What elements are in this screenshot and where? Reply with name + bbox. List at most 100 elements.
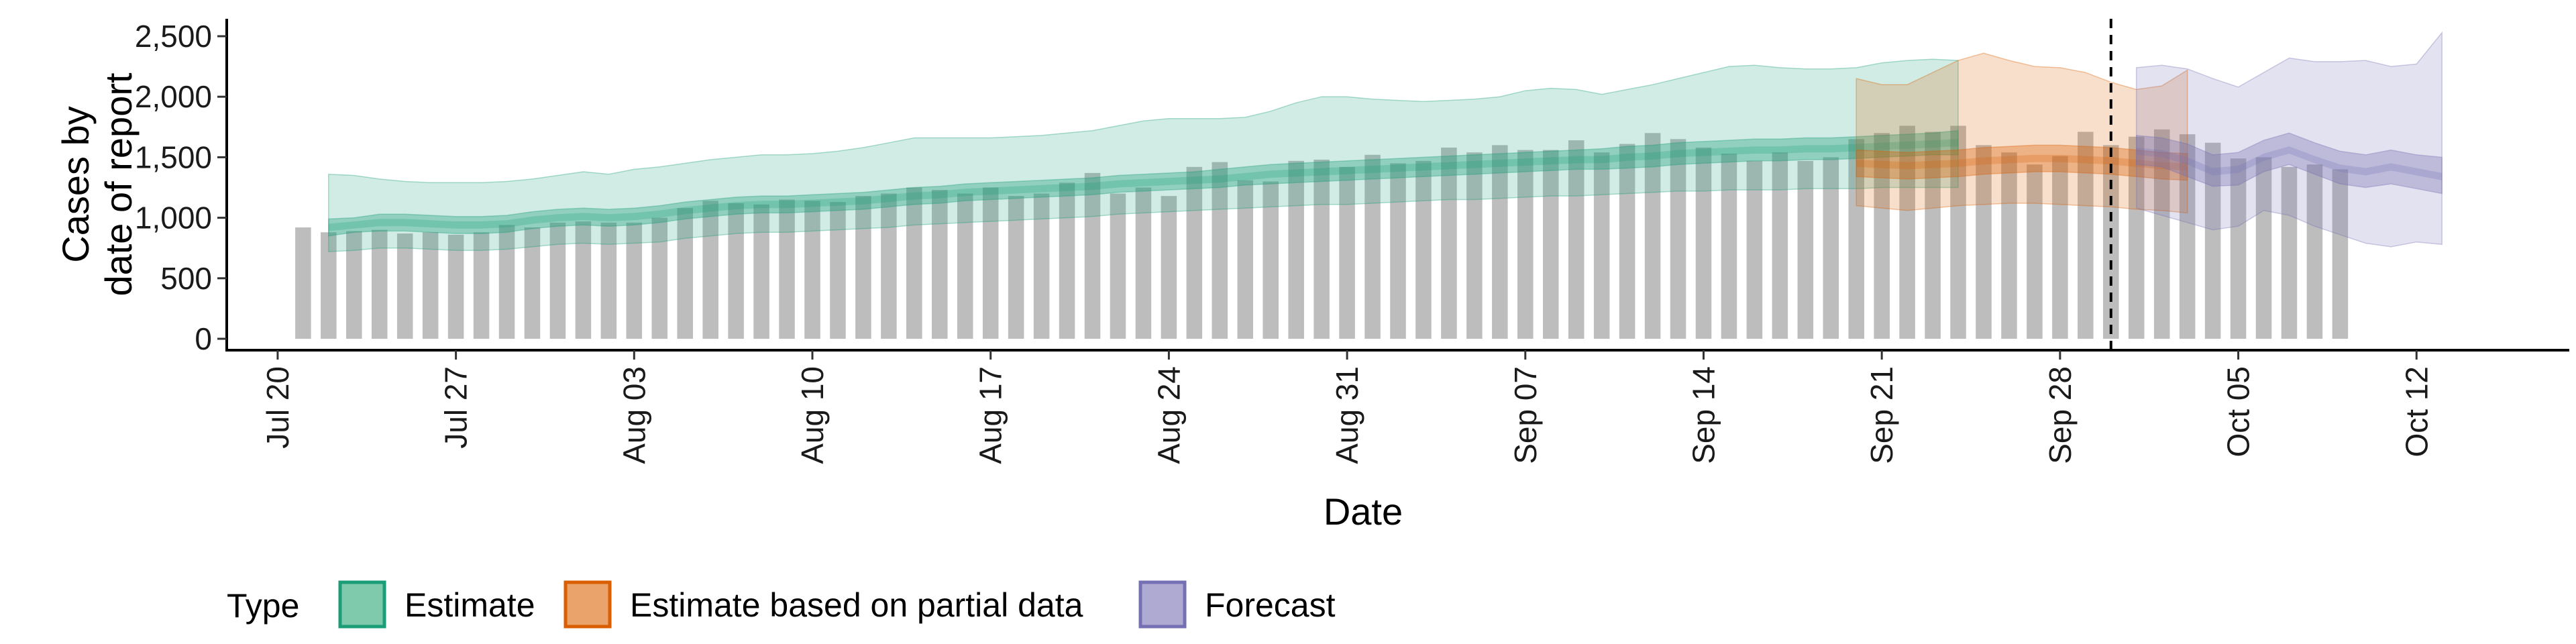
reported-cases-bar bbox=[1364, 154, 1381, 339]
reported-cases-bar bbox=[728, 203, 744, 339]
y-tick-label: 1,500 bbox=[135, 140, 212, 174]
reported-cases-bar bbox=[2027, 164, 2043, 339]
x-tick-label: Aug 10 bbox=[795, 366, 830, 464]
reported-cases-bar bbox=[2204, 142, 2221, 339]
reported-cases-bar bbox=[2281, 166, 2298, 339]
legend-label-3: Forecast bbox=[1205, 586, 1336, 624]
reported-cases-bar bbox=[982, 187, 999, 339]
reported-cases-bar bbox=[295, 227, 311, 339]
reported-cases-bar bbox=[422, 232, 439, 339]
reported-cases-bar bbox=[1950, 125, 1966, 339]
partial-estimate-ribbon-90 bbox=[1856, 52, 2188, 214]
reported-cases-bar bbox=[1874, 133, 1890, 339]
legend-title: Type bbox=[227, 587, 299, 625]
reported-cases-bar bbox=[1670, 139, 1686, 339]
reported-cases-bar bbox=[1848, 139, 1864, 339]
reported-cases-bar bbox=[779, 199, 795, 339]
y-tick-label: 0 bbox=[195, 321, 212, 356]
reported-cases-bar bbox=[855, 196, 871, 339]
reported-cases-bar bbox=[498, 225, 515, 339]
x-tick-label: Sep 21 bbox=[1864, 366, 1899, 464]
reported-cases-bar bbox=[1976, 145, 1992, 339]
reported-cases-bar bbox=[2001, 152, 2017, 339]
reported-cases-bar bbox=[1619, 144, 1635, 339]
x-tick-label: Oct 05 bbox=[2221, 366, 2256, 458]
reported-cases-bar bbox=[1644, 133, 1661, 339]
reported-cases-bar bbox=[1797, 160, 1814, 339]
reported-cases-bar bbox=[575, 221, 592, 339]
reported-cases-bar bbox=[1415, 160, 1432, 339]
reported-cases-bar bbox=[1517, 150, 1534, 339]
reported-cases-bar bbox=[957, 193, 973, 339]
y-tick-label: 2,500 bbox=[135, 19, 212, 54]
reported-cases-bar bbox=[1746, 160, 1763, 339]
reported-cases-bar bbox=[2103, 145, 2119, 339]
reported-cases-bar bbox=[1059, 182, 1075, 339]
legend-key-1 bbox=[338, 580, 386, 629]
x-tick-label: Oct 12 bbox=[2399, 366, 2434, 458]
reported-cases-bar bbox=[321, 232, 337, 339]
reported-cases-bar bbox=[346, 231, 362, 339]
reported-cases-bar bbox=[1593, 152, 1610, 339]
reported-cases-bar bbox=[1186, 166, 1203, 339]
reported-cases-bar bbox=[1466, 152, 1483, 339]
reported-cases-bar bbox=[1313, 160, 1330, 339]
partial-estimate-ribbon-50 bbox=[1856, 144, 2188, 181]
reported-cases-bar bbox=[804, 201, 820, 339]
x-tick-label: Aug 24 bbox=[1151, 366, 1186, 464]
reported-cases-bar bbox=[2306, 164, 2323, 339]
reported-cases-bar bbox=[1823, 157, 1839, 339]
reported-cases-bar bbox=[1084, 172, 1101, 339]
legend-label-2: Estimate based on partial data bbox=[630, 586, 1083, 624]
x-tick-label: Sep 14 bbox=[1686, 366, 1721, 464]
y-tick-label: 500 bbox=[160, 261, 212, 296]
reported-cases-bar bbox=[1441, 147, 1457, 339]
forecast-median-band bbox=[2136, 146, 2443, 180]
axes: 0 500 1,000 1,500 2,000 2,500 Jul 20 Jul 27 Aug … bbox=[54, 19, 2569, 533]
plot-area bbox=[295, 19, 2443, 350]
x-tick-label: Jul 27 bbox=[439, 366, 474, 449]
reported-cases-bar bbox=[626, 222, 643, 339]
reported-cases-bar bbox=[600, 222, 617, 339]
reported-cases-bar bbox=[1542, 150, 1559, 339]
reported-cases-bar bbox=[1925, 131, 1941, 339]
reported-cases-bar bbox=[2230, 158, 2247, 339]
x-tick-label: Aug 31 bbox=[1330, 366, 1364, 464]
x-tick-label: Jul 20 bbox=[260, 366, 295, 449]
reported-cases-bar bbox=[881, 193, 897, 339]
reported-cases-bar bbox=[1772, 152, 1788, 339]
reported-cases-bar bbox=[2255, 157, 2272, 339]
reported-cases-bar bbox=[702, 201, 718, 339]
reported-cases-bar bbox=[2179, 134, 2196, 339]
estimate-median-band bbox=[328, 139, 1958, 231]
legend-label-1: Estimate bbox=[405, 586, 535, 624]
forecast-ribbon-50 bbox=[2135, 132, 2443, 195]
reported-cases-bar bbox=[524, 227, 541, 339]
reported-cases-bar bbox=[1339, 166, 1355, 339]
x-tick-label: Sep 28 bbox=[2043, 366, 2078, 464]
x-tick-label: Aug 03 bbox=[616, 366, 651, 464]
x-axis-title: Date bbox=[1324, 490, 1403, 533]
y-axis-title-line1: Cases by bbox=[54, 106, 97, 262]
reported-cases-bar bbox=[1033, 193, 1050, 339]
estimate-ribbon-90 bbox=[328, 58, 1959, 252]
reported-cases-bar bbox=[1135, 187, 1152, 339]
reported-cases-bar bbox=[906, 187, 922, 339]
reported-cases-bar bbox=[1008, 196, 1024, 339]
reported-cases-bar bbox=[1110, 193, 1126, 339]
legend: Type Estimate Estimate based on partial da… bbox=[227, 580, 1336, 629]
reported-cases-bar bbox=[932, 190, 948, 339]
reported-cases-bar bbox=[473, 232, 490, 339]
reported-cases-bar bbox=[1899, 125, 1915, 339]
reported-cases-bar bbox=[1237, 180, 1254, 339]
reported-cases-bar bbox=[1390, 163, 1406, 339]
reported-cases-bar bbox=[371, 229, 388, 339]
reported-cases-bar bbox=[1212, 162, 1228, 339]
reported-cases-bar bbox=[1492, 145, 1508, 339]
reported-cases-bar bbox=[549, 222, 566, 339]
partial-estimate-median-band bbox=[1856, 154, 2188, 171]
reported-cases-bar bbox=[1288, 160, 1304, 339]
reported-cases-bar bbox=[1721, 153, 1737, 339]
forecast-ribbon-90 bbox=[2135, 31, 2443, 248]
